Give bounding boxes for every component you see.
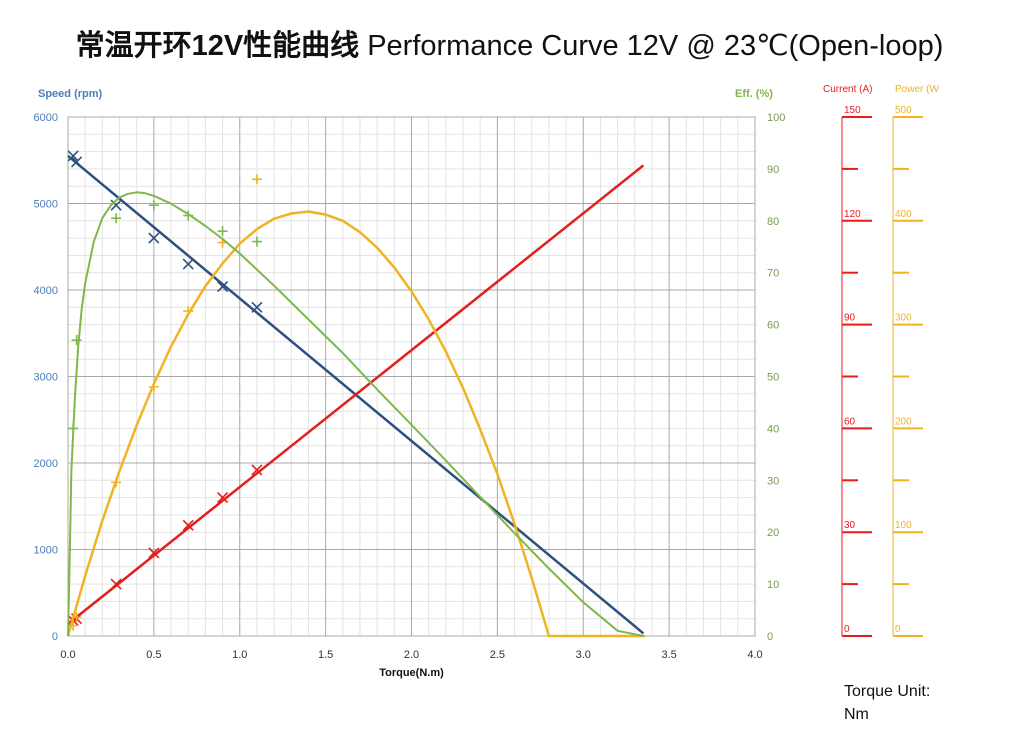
x-tick-label: 2.5 xyxy=(490,649,505,661)
current-data-point xyxy=(148,547,160,559)
speed-tick-label: 0 xyxy=(52,631,58,643)
torque-unit-note: Torque Unit: Nm xyxy=(844,680,930,726)
speed-tick-label: 6000 xyxy=(34,112,58,124)
speed-tick-label: 1000 xyxy=(34,545,58,557)
efficiency-tick-label: 0 xyxy=(767,631,773,643)
chart-title-en: Performance Curve 12V @ 23℃(Open-loop) xyxy=(367,30,944,62)
power-tick-label: 0 xyxy=(895,624,901,635)
speed-data-point xyxy=(148,232,160,244)
power-tick-label: 200 xyxy=(895,416,912,427)
speed-data-point xyxy=(71,156,83,168)
x-tick-label: 1.0 xyxy=(232,649,247,661)
efficiency-tick-label: 80 xyxy=(767,216,779,228)
efficiency-data-point xyxy=(68,423,79,434)
efficiency-tick-label: 40 xyxy=(767,423,779,435)
efficiency-data-point xyxy=(183,210,194,221)
efficiency-data-point xyxy=(251,236,262,247)
current-tick-label: 30 xyxy=(844,520,856,531)
current-tick-label: 90 xyxy=(844,313,856,324)
speed-tick-label: 3000 xyxy=(34,372,58,384)
power-tick-label: 500 xyxy=(895,105,912,116)
speed-tick-label: 5000 xyxy=(34,199,58,211)
power-data-point xyxy=(148,381,159,392)
power-tick-label: 100 xyxy=(895,520,912,531)
efficiency-axis-label: Eff. (%) xyxy=(735,88,773,100)
efficiency-data-point xyxy=(217,226,228,237)
efficiency-data-point xyxy=(148,200,159,211)
power-data-point xyxy=(251,174,262,185)
speed-tick-label: 4000 xyxy=(34,285,58,297)
efficiency-tick-label: 60 xyxy=(767,320,779,332)
x-tick-label: 0.0 xyxy=(60,649,75,661)
torque-unit-label: Torque Unit: xyxy=(844,683,931,700)
current-series-line xyxy=(67,164,645,625)
efficiency-tick-label: 100 xyxy=(767,112,785,124)
current-tick-label: 120 xyxy=(844,209,861,220)
efficiency-tick-label: 90 xyxy=(767,164,779,176)
speed-data-point xyxy=(251,301,263,313)
power-axis-label: Power (W xyxy=(895,84,939,95)
current-data-point xyxy=(217,492,229,504)
chart-title: 常温开环12V性能曲线 Performance Curve 12V @ 23℃(O… xyxy=(0,22,1019,64)
x-tick-label: 3.0 xyxy=(576,649,591,661)
current-tick-label: 150 xyxy=(844,105,861,116)
power-tick-label: 300 xyxy=(895,313,912,324)
efficiency-tick-label: 20 xyxy=(767,527,779,539)
efficiency-series-line xyxy=(67,191,644,637)
speed-data-point xyxy=(110,199,122,211)
current-data-point xyxy=(182,519,194,531)
x-axis-label: Torque(N.m) xyxy=(379,667,444,679)
speed-tick-label: 2000 xyxy=(34,458,58,470)
torque-unit-value: Nm xyxy=(844,706,869,723)
current-tick-label: 0 xyxy=(844,624,850,635)
current-data-point xyxy=(251,464,263,476)
efficiency-data-point xyxy=(71,335,82,346)
power-series-line xyxy=(66,210,646,638)
efficiency-data-point xyxy=(111,213,122,224)
efficiency-tick-label: 10 xyxy=(767,579,779,591)
speed-data-point xyxy=(217,280,229,293)
power-data-point xyxy=(68,620,79,631)
power-data-point xyxy=(71,612,82,623)
x-tick-label: 0.5 xyxy=(146,649,161,661)
efficiency-tick-label: 70 xyxy=(767,268,779,280)
x-tick-label: 2.0 xyxy=(404,649,419,661)
x-tick-label: 3.5 xyxy=(661,649,676,661)
power-data-point xyxy=(183,306,194,317)
power-data-point xyxy=(111,477,122,488)
speed-data-point xyxy=(182,258,194,270)
efficiency-tick-label: 30 xyxy=(767,475,779,487)
power-tick-label: 400 xyxy=(895,209,912,220)
current-data-point xyxy=(110,578,122,590)
x-tick-label: 4.0 xyxy=(747,649,762,661)
speed-axis-label: Speed (rpm) xyxy=(38,88,103,100)
speed-data-point xyxy=(67,150,79,162)
current-tick-label: 60 xyxy=(844,416,856,427)
efficiency-tick-label: 50 xyxy=(767,372,779,384)
current-axis-label: Current (A) xyxy=(823,84,872,95)
x-tick-label: 1.5 xyxy=(318,649,333,661)
chart-title-cn: 常温开环12V性能曲线 xyxy=(75,30,360,62)
